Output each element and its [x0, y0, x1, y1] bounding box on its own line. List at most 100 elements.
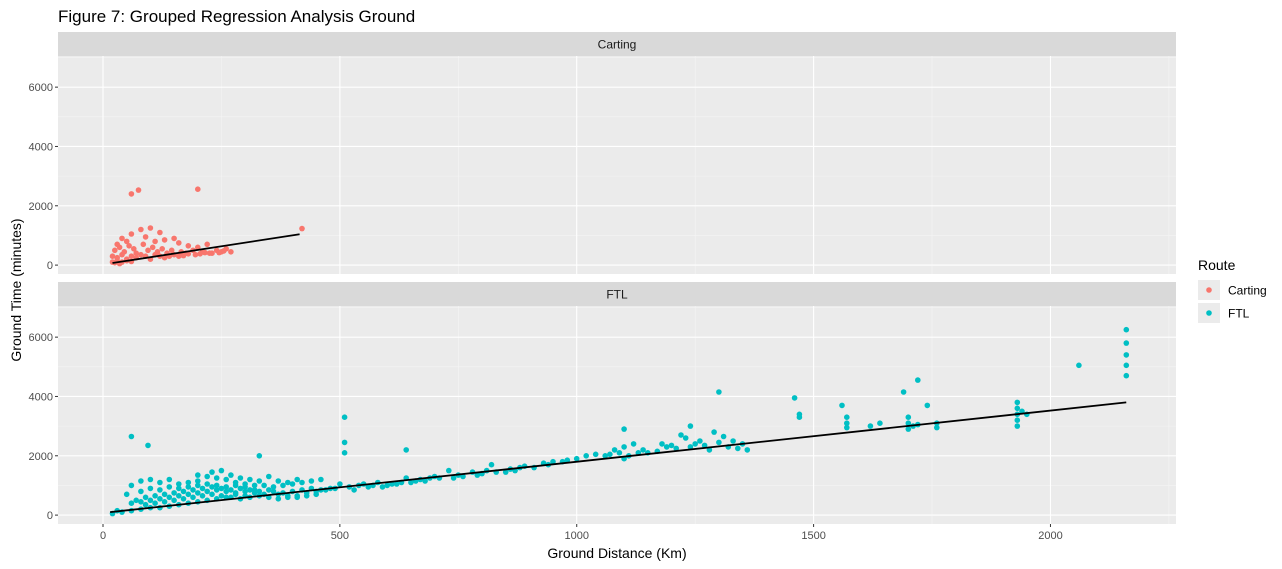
data-point-ftl [365, 484, 372, 490]
data-point-ftl [294, 493, 301, 499]
data-point-ftl [616, 450, 623, 456]
data-point-ftl [251, 482, 258, 489]
legend-marker-ftl [1206, 310, 1212, 316]
data-point-ftl [1123, 372, 1130, 379]
data-point-ftl [844, 420, 850, 427]
chart-title: Figure 7: Grouped Regression Analysis Gr… [58, 7, 415, 26]
facet-regression-ftl [110, 401, 1127, 514]
data-point-ftl [171, 490, 177, 496]
legend-marker-carting [1206, 287, 1212, 293]
y-tick-label: 2000 [29, 201, 53, 213]
data-point-ftl [223, 488, 229, 495]
data-point-ftl [145, 442, 151, 449]
data-point-ftl [839, 402, 845, 409]
data-point-ftl [256, 478, 263, 484]
data-point-carting [112, 247, 118, 254]
data-point-carting [168, 247, 175, 254]
data-point-carting [126, 243, 132, 249]
data-point-carting [145, 247, 151, 254]
data-point-ftl [285, 494, 291, 501]
data-point-ftl [204, 473, 210, 480]
data-point-ftl [602, 453, 608, 459]
data-point-ftl [142, 494, 149, 501]
facet-regression-carting [112, 233, 300, 264]
data-point-ftl [460, 473, 466, 480]
data-point-ftl [583, 453, 589, 459]
data-point-ftl [256, 453, 263, 459]
data-point-ftl [190, 494, 196, 501]
data-point-ftl [678, 432, 684, 438]
data-point-ftl [844, 414, 850, 421]
data-point-ftl [185, 491, 192, 498]
data-point-ftl [218, 493, 225, 499]
data-point-ftl [720, 433, 727, 440]
data-point-ftl [251, 487, 258, 493]
data-point-ftl [393, 481, 400, 487]
data-point-ftl [195, 482, 201, 489]
data-point-ftl [157, 487, 163, 493]
data-point-carting [195, 244, 201, 251]
facet-panel-ftl: FTL 0 2000 4000 6000 [29, 282, 1176, 524]
data-point-ftl [1123, 352, 1130, 358]
x-tick-label: 1500 [801, 530, 825, 542]
facet-strip-ftl [58, 282, 1176, 306]
data-point-ftl [280, 482, 286, 489]
data-point-ftl [844, 424, 850, 431]
x-axis-ticks: 0 500 1000 1500 2000 [100, 524, 1063, 542]
regression-line-ftl [110, 401, 1127, 514]
data-point-ftl [682, 435, 689, 441]
data-point-carting [123, 238, 130, 245]
data-point-ftl [744, 447, 751, 453]
data-point-ftl [474, 472, 481, 478]
data-point-ftl [294, 476, 301, 483]
data-point-ftl [351, 487, 357, 493]
data-point-ftl [905, 414, 912, 421]
data-point-carting [140, 241, 147, 248]
data-point-carting [138, 226, 144, 233]
data-point-ftl [735, 445, 741, 452]
y-tick-label: 6000 [29, 82, 53, 94]
data-point-carting [206, 250, 213, 256]
data-point-carting [192, 251, 199, 258]
data-point-ftl [128, 500, 135, 507]
data-point-carting [228, 249, 234, 255]
data-point-carting [135, 187, 142, 193]
data-point-ftl [934, 424, 940, 431]
data-point-ftl [166, 484, 173, 490]
data-point-ftl [180, 488, 187, 495]
data-point-ftl [285, 479, 291, 486]
data-point-ftl [379, 484, 386, 490]
data-point-ftl [199, 485, 206, 492]
data-point-carting [197, 251, 203, 257]
data-point-ftl [223, 476, 229, 483]
data-point-carting [138, 251, 144, 258]
data-point-ftl [711, 429, 717, 435]
facet-strip-carting [58, 32, 1176, 56]
data-point-ftl [157, 496, 163, 502]
data-point-ftl [133, 497, 139, 504]
data-point-carting [216, 249, 222, 256]
data-point-carting [131, 246, 137, 252]
data-point-carting [159, 246, 165, 252]
data-point-ftl [209, 484, 215, 490]
data-point-ftl [209, 491, 215, 498]
legend-title: Route [1198, 257, 1236, 273]
data-point-carting [176, 253, 182, 259]
data-point-ftl [195, 472, 201, 478]
data-point-ftl [232, 482, 239, 489]
data-point-ftl [408, 479, 414, 486]
data-point-ftl [730, 438, 736, 444]
data-point-ftl [1123, 326, 1130, 333]
data-point-ftl [128, 482, 135, 489]
data-point-ftl [204, 488, 210, 495]
data-point-ftl [185, 479, 192, 486]
data-point-ftl [791, 395, 798, 401]
data-point-ftl [502, 469, 509, 475]
legend-label-carting: Carting [1228, 284, 1267, 298]
data-point-ftl [384, 482, 391, 489]
data-point-ftl [318, 476, 324, 483]
data-point-ftl [256, 488, 263, 495]
data-point-ftl [716, 389, 722, 395]
data-point-ftl [900, 389, 907, 395]
